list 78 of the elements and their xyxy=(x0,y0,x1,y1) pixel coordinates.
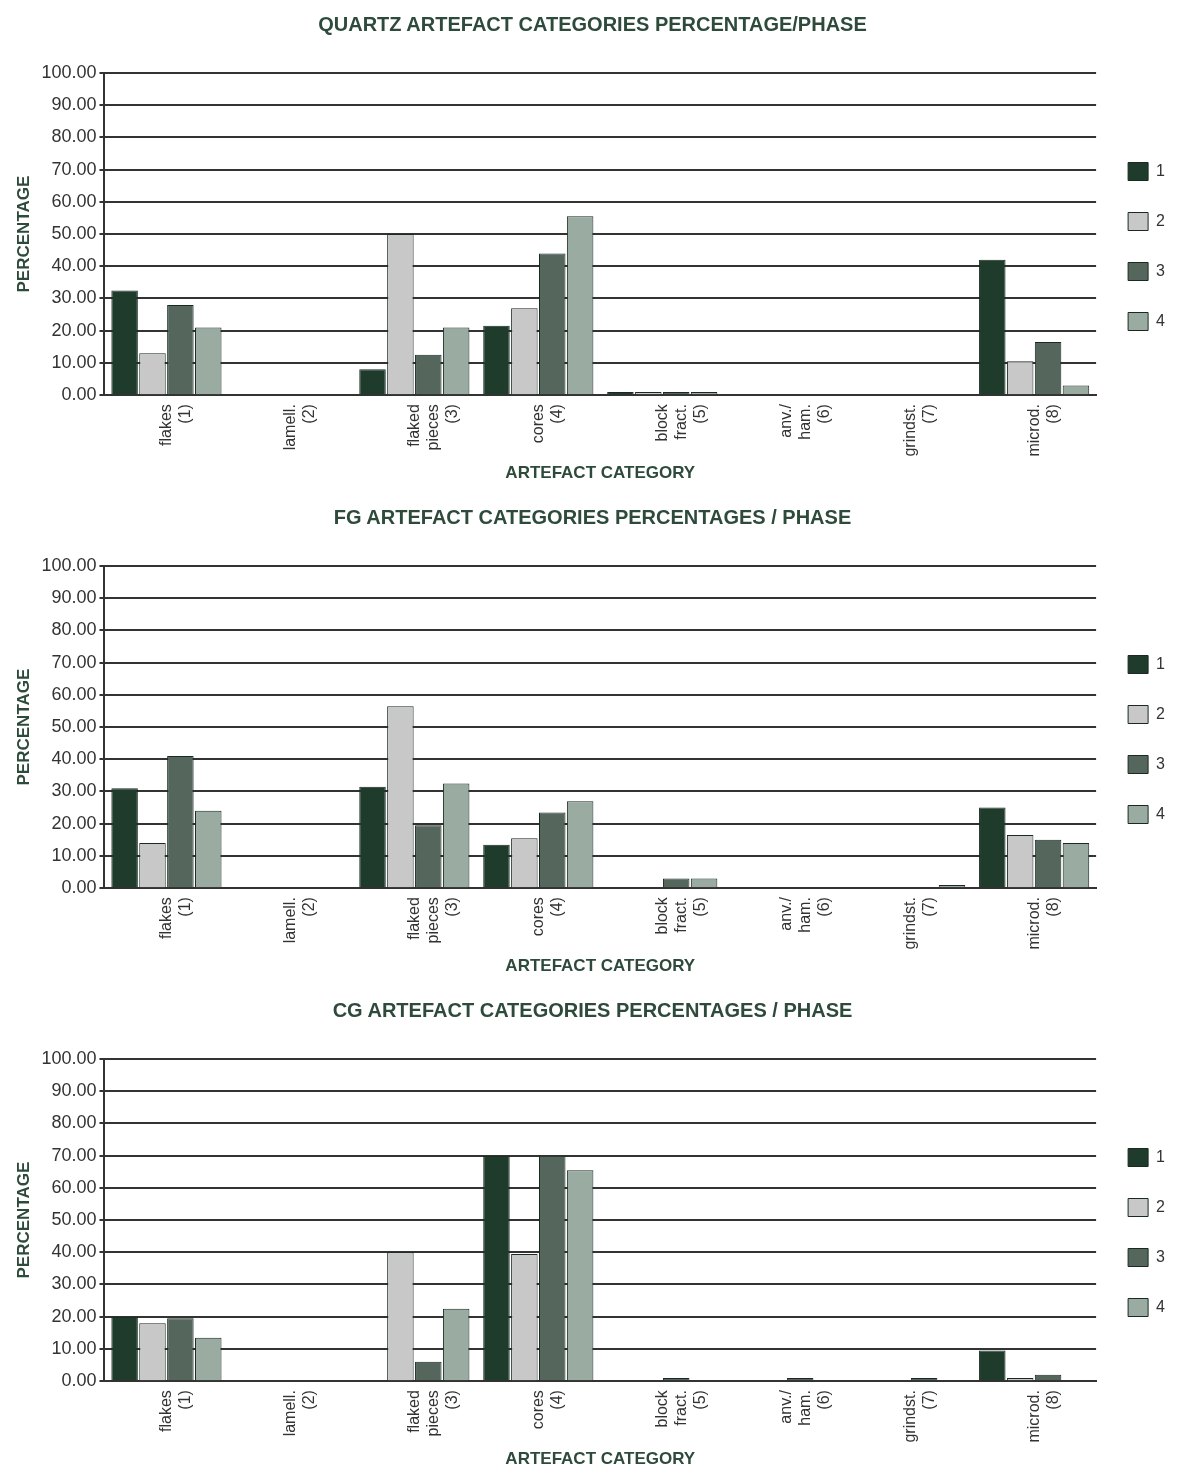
legend-label: 4 xyxy=(1156,311,1166,329)
legend-label: 1 xyxy=(1156,161,1166,179)
y-tick-label: 100.00 xyxy=(41,61,97,82)
y-tick-label: 30.00 xyxy=(51,780,97,801)
legend-label: 2 xyxy=(1156,211,1166,229)
y-tick-label: 10.00 xyxy=(51,351,97,372)
y-axis-title: PERCENTAGE xyxy=(13,1161,33,1279)
x-tick-label: anv./ ham. (6) xyxy=(776,1389,833,1426)
x-tick-label: cores (4) xyxy=(528,897,565,937)
x-tick-label: flaked pieces (3) xyxy=(404,897,461,944)
legend-label: 3 xyxy=(1156,1247,1166,1265)
chart-title: CG ARTEFACT CATEGORIES PERCENTAGES / PHASE xyxy=(332,998,853,1021)
y-tick-label: 30.00 xyxy=(51,1273,97,1294)
x-tick-label: lamell. (2) xyxy=(280,404,317,451)
y-tick-label: 100.00 xyxy=(41,1047,97,1068)
y-tick-label: 90.00 xyxy=(51,1080,97,1101)
x-tick-label: flaked pieces (3) xyxy=(404,404,461,451)
x-tick-label: anv./ ham. (6) xyxy=(776,896,833,933)
legend-label: 1 xyxy=(1156,654,1166,672)
y-tick-label: 50.00 xyxy=(51,716,97,737)
x-tick-label: flakes (1) xyxy=(156,1390,194,1432)
y-tick-label: 20.00 xyxy=(51,812,97,833)
legend-label: 3 xyxy=(1156,754,1166,772)
y-tick-label: 40.00 xyxy=(51,1241,97,1262)
y-tick-label: 40.00 xyxy=(51,255,97,276)
x-tick-label: flakes (1) xyxy=(156,897,194,939)
x-axis-title: ARTEFACT CATEGORY xyxy=(505,1449,696,1469)
x-tick-label: block fract. (5) xyxy=(652,1389,709,1428)
y-tick-label: 0.00 xyxy=(61,1370,97,1391)
y-tick-label: 10.00 xyxy=(51,1337,97,1358)
y-tick-label: 10.00 xyxy=(51,844,97,865)
y-tick-label: 100.00 xyxy=(41,554,97,575)
legend-label: 2 xyxy=(1156,704,1166,722)
x-tick-label: grindst. (7) xyxy=(900,404,937,457)
y-tick-label: 50.00 xyxy=(51,1209,97,1230)
y-tick-label: 60.00 xyxy=(51,683,97,704)
y-tick-label: 20.00 xyxy=(51,319,97,340)
y-tick-label: 80.00 xyxy=(51,1112,97,1133)
x-tick-label: grindst. (7) xyxy=(900,897,937,950)
chart-title: QUARTZ ARTEFACT CATEGORIES PERCENTAGE/PHASE xyxy=(318,12,867,35)
x-axis-title: ARTEFACT CATEGORY xyxy=(505,956,696,976)
legend-label: 4 xyxy=(1156,1297,1166,1315)
x-tick-label: cores (4) xyxy=(528,1390,565,1430)
y-axis-title: PERCENTAGE xyxy=(13,668,33,786)
legend-label: 3 xyxy=(1156,261,1166,279)
legend-label: 4 xyxy=(1156,804,1166,822)
y-tick-label: 50.00 xyxy=(51,223,97,244)
y-axis-title: PERCENTAGE xyxy=(13,175,33,293)
x-axis-title: ARTEFACT CATEGORY xyxy=(505,463,696,483)
x-tick-label: cores (4) xyxy=(528,404,565,444)
y-tick-label: 30.00 xyxy=(51,287,97,308)
x-tick-label: microd. (8) xyxy=(1024,1390,1061,1443)
x-tick-label: block fract. (5) xyxy=(652,896,709,935)
y-tick-label: 80.00 xyxy=(51,126,97,147)
y-tick-label: 20.00 xyxy=(51,1305,97,1326)
legend-label: 2 xyxy=(1156,1197,1166,1215)
y-tick-label: 90.00 xyxy=(51,587,97,608)
y-tick-label: 0.00 xyxy=(61,384,97,405)
x-tick-label: lamell. (2) xyxy=(280,897,317,944)
x-tick-label: microd. (8) xyxy=(1024,897,1061,950)
y-tick-label: 60.00 xyxy=(51,1176,97,1197)
x-tick-label: flaked pieces (3) xyxy=(404,1390,461,1437)
x-tick-label: microd. (8) xyxy=(1024,404,1061,457)
y-tick-label: 40.00 xyxy=(51,748,97,769)
chart-title: FG ARTEFACT CATEGORIES PERCENTAGES / PHASE xyxy=(333,505,852,528)
y-tick-label: 70.00 xyxy=(51,1144,97,1165)
y-tick-label: 60.00 xyxy=(51,190,97,211)
x-tick-label: grindst. (7) xyxy=(900,1390,937,1443)
legend-label: 1 xyxy=(1156,1147,1166,1165)
y-tick-label: 0.00 xyxy=(61,877,97,898)
y-tick-label: 70.00 xyxy=(51,651,97,672)
y-tick-label: 90.00 xyxy=(51,94,97,115)
x-tick-label: block fract. (5) xyxy=(652,403,709,442)
y-tick-label: 80.00 xyxy=(51,619,97,640)
x-tick-label: lamell. (2) xyxy=(280,1390,317,1437)
y-tick-label: 70.00 xyxy=(51,158,97,179)
x-tick-label: anv./ ham. (6) xyxy=(776,403,833,440)
x-tick-label: flakes (1) xyxy=(156,404,194,446)
